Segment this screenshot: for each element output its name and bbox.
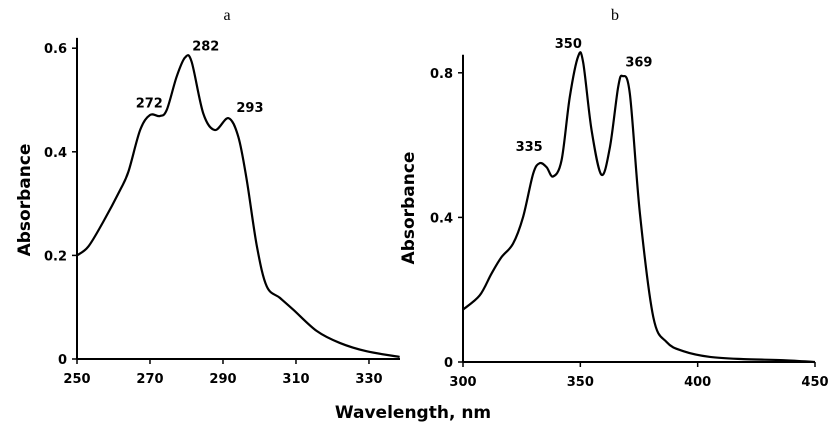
spectrum-line [462,51,816,364]
x-tick-label: 400 [684,375,711,390]
x-tick-label: 330 [355,372,382,387]
x-tick-label: 250 [63,372,90,387]
x-axis-label: Wavelength, nm [335,403,491,423]
y-tick-label: 0 [444,356,453,371]
y-tick-label: 0.4 [430,211,453,226]
peak-label: 350 [555,37,582,52]
panel-b: 0 0.4 0.8 300 350 400 450 Absorbance b 335 350 369 [399,7,829,390]
y-axis-label: Absorbance [15,144,35,257]
peak-label: 293 [236,101,263,116]
y-tick-label: 0.2 [44,249,67,264]
panel-a: 0 0.2 0.4 0.6 250 270 290 310 330 Absorbance a 272 2… [15,7,400,387]
x-tick-label: 310 [282,372,309,387]
x-tick-label: 290 [209,372,236,387]
y-tick-label: 0.6 [44,42,67,57]
panel-label: a [223,7,230,24]
x-tick-label: 350 [567,375,594,390]
y-tick-label: 0 [58,353,67,368]
y-tick-label: 0.4 [44,146,67,161]
peak-label: 272 [136,97,163,112]
peak-label: 369 [625,55,652,70]
panel-label: b [611,7,619,24]
peak-label: 335 [516,140,543,155]
x-tick-label: 270 [136,372,163,387]
y-axis-label: Absorbance [399,152,419,265]
x-tick-label: 450 [801,375,828,390]
spectrum-line [76,54,400,359]
x-tick-label: 300 [449,375,476,390]
y-tick-label: 0.8 [430,67,453,82]
peak-label: 282 [192,40,219,55]
